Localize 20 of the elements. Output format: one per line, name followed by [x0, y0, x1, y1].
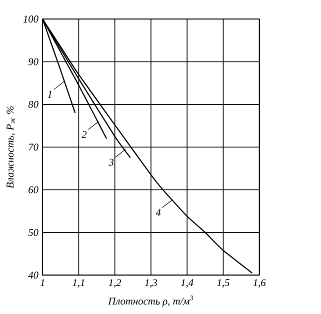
y-tick-label: 40: [28, 271, 38, 278]
y-tick-label: 90: [28, 58, 38, 66]
y-tick-label: 50: [28, 228, 38, 236]
y-tick-label: 100: [23, 15, 38, 22]
y-tick-label: 60: [28, 186, 38, 194]
y-axis-title: Влажность, Р$_{ж}$ %: [6, 106, 16, 188]
x-tick-label: 1,6: [253, 278, 266, 288]
annotation: 2: [82, 130, 87, 138]
x-tick-label: 1,3: [144, 278, 158, 288]
x-axis-title: Плотность ρ, т/м$^{3}$: [108, 295, 193, 307]
annotation: 3: [108, 158, 114, 166]
annotation: 1: [48, 90, 52, 98]
x-tick-label: 1,1: [72, 278, 84, 288]
annotation: 4: [156, 208, 161, 216]
x-tick-label: 1,5: [217, 278, 230, 288]
x-tick-label: 1,2: [108, 278, 122, 288]
x-tick-label: 1: [40, 278, 44, 286]
x-tick-label: 1,4: [180, 278, 194, 288]
y-tick-label: 80: [28, 100, 38, 108]
y-tick-label: 70: [28, 143, 38, 150]
